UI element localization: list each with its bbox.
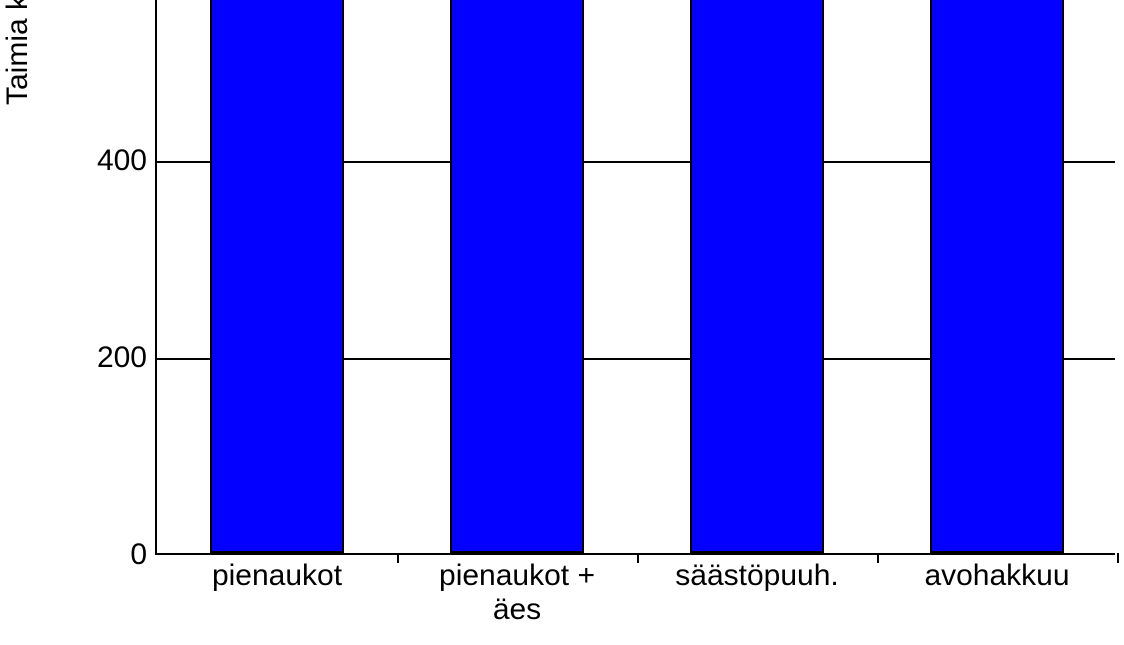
y-axis-label-text: Taimia k [1, 0, 35, 105]
x-category-label: säästöpuuh. [637, 553, 877, 593]
x-category-label: avohakkuu [877, 553, 1117, 593]
y-tick-label: 400 [97, 144, 157, 178]
bar-chart: Taimia k 0200400600800pienaukotpienaukot… [0, 0, 1124, 645]
bar [690, 0, 824, 553]
plot-area: 0200400600800pienaukotpienaukot +äessääs… [155, 0, 1115, 555]
bar [210, 0, 344, 553]
x-category-label: pienaukot [157, 553, 397, 593]
y-tick-label: 0 [130, 538, 157, 572]
bar [450, 0, 584, 553]
x-category-label: pienaukot +äes [397, 553, 637, 627]
x-tick [1117, 553, 1119, 563]
y-axis-label: Taimia k [0, 0, 36, 100]
y-tick-label: 200 [97, 341, 157, 375]
bar [930, 0, 1064, 553]
